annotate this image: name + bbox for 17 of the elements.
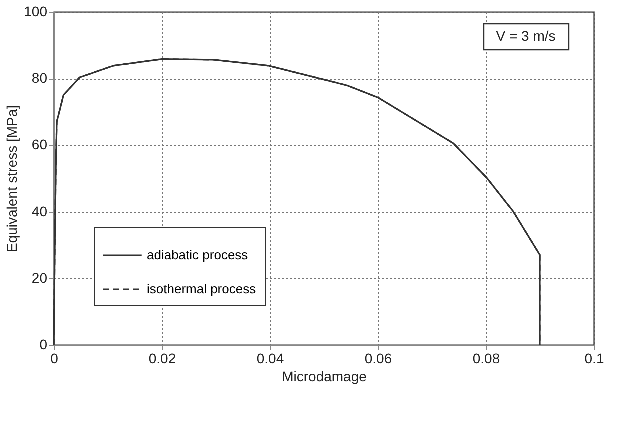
legend-label: isothermal process [147, 282, 257, 296]
y-tick-label: 40 [32, 203, 48, 220]
x-axis-title: Microdamage [282, 368, 368, 384]
x-tick-label: 0.1 [584, 350, 604, 366]
y-tick-label: 80 [32, 70, 48, 86]
x-tick-label: 0.04 [256, 350, 284, 366]
y-tick-label: 100 [24, 4, 48, 20]
x-tick-label: 0.02 [148, 350, 176, 366]
legend-label: adiabatic process [147, 248, 249, 262]
y-tick-label: 0 [40, 336, 48, 352]
y-tick-label: 20 [32, 270, 48, 286]
y-tick-label: 60 [32, 136, 48, 153]
y-axis-title: Equivalent stress [MPa] [4, 105, 20, 253]
x-tick-label: 0 [50, 350, 59, 366]
x-tick-label: 0.08 [472, 350, 500, 366]
annotation: V = 3 m/s [496, 28, 556, 44]
x-tick-label: 0.06 [364, 350, 392, 366]
